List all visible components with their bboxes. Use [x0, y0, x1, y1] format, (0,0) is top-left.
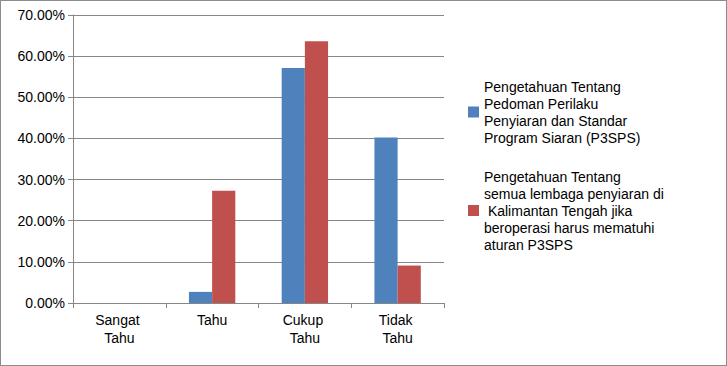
svg-text:60.00%: 60.00% [18, 48, 65, 64]
svg-text:40.00%: 40.00% [18, 130, 65, 146]
svg-text:Tahu: Tahu [290, 330, 320, 346]
svg-text:aturan P3SPS: aturan P3SPS [484, 237, 573, 253]
svg-text:10.00%: 10.00% [18, 254, 65, 270]
svg-text:20.00%: 20.00% [18, 213, 65, 229]
svg-text:Pengetahuan Tentang: Pengetahuan Tentang [484, 169, 625, 185]
svg-text:Tahu: Tahu [382, 330, 412, 346]
svg-text:Kalimantan Tengah jika: Kalimantan Tengah jika [484, 203, 636, 219]
svg-text:30.00%: 30.00% [18, 172, 65, 188]
svg-text:Tahu: Tahu [104, 330, 134, 346]
svg-text:Tidak: Tidak [379, 312, 417, 328]
svg-text:Pengetahuan Tentang: Pengetahuan Tentang [484, 79, 625, 95]
svg-text:beroperasi harus mematuhi: beroperasi harus mematuhi [484, 220, 658, 236]
svg-text:Program Siaran (P3SPS): Program Siaran (P3SPS) [484, 130, 640, 146]
svg-text:70.00%: 70.00% [18, 7, 65, 23]
svg-text:Sangat: Sangat [95, 312, 143, 328]
svg-text:50.00%: 50.00% [18, 89, 65, 105]
svg-text:0.00%: 0.00% [25, 295, 65, 311]
svg-text:Pedoman Perilaku: Pedoman Perilaku [484, 96, 602, 112]
svg-text:Penyiaran dan Standar: Penyiaran dan Standar [484, 113, 631, 129]
svg-text:semua lembaga penyiaran di: semua lembaga penyiaran di [484, 186, 664, 202]
svg-text:Tahu: Tahu [197, 312, 227, 328]
svg-text:Cukup: Cukup [283, 312, 327, 328]
